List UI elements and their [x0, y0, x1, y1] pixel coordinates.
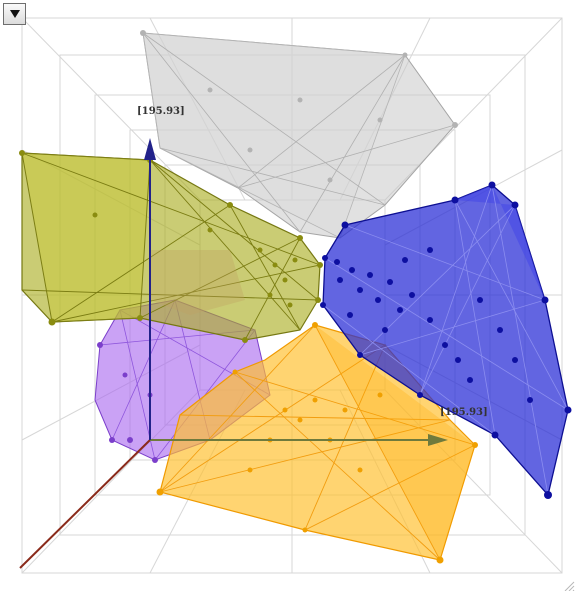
cluster-points [19, 30, 478, 564]
axis-x [150, 434, 448, 446]
axis-y [144, 138, 156, 440]
cluster-orange-hull[interactable] [159, 324, 477, 561]
axis-z [19, 439, 151, 569]
chevron-down-icon [9, 10, 20, 18]
cluster-olive-hull[interactable] [21, 152, 322, 341]
cluster-gray-hull[interactable] [142, 32, 456, 239]
y-axis-label: [195.93] [137, 106, 185, 117]
cluster-blue-hull[interactable] [320, 181, 572, 500]
x-axis-label: [195.93] [440, 407, 488, 418]
resize-grip-icon[interactable] [563, 577, 575, 591]
view-menu-button[interactable] [3, 3, 26, 25]
